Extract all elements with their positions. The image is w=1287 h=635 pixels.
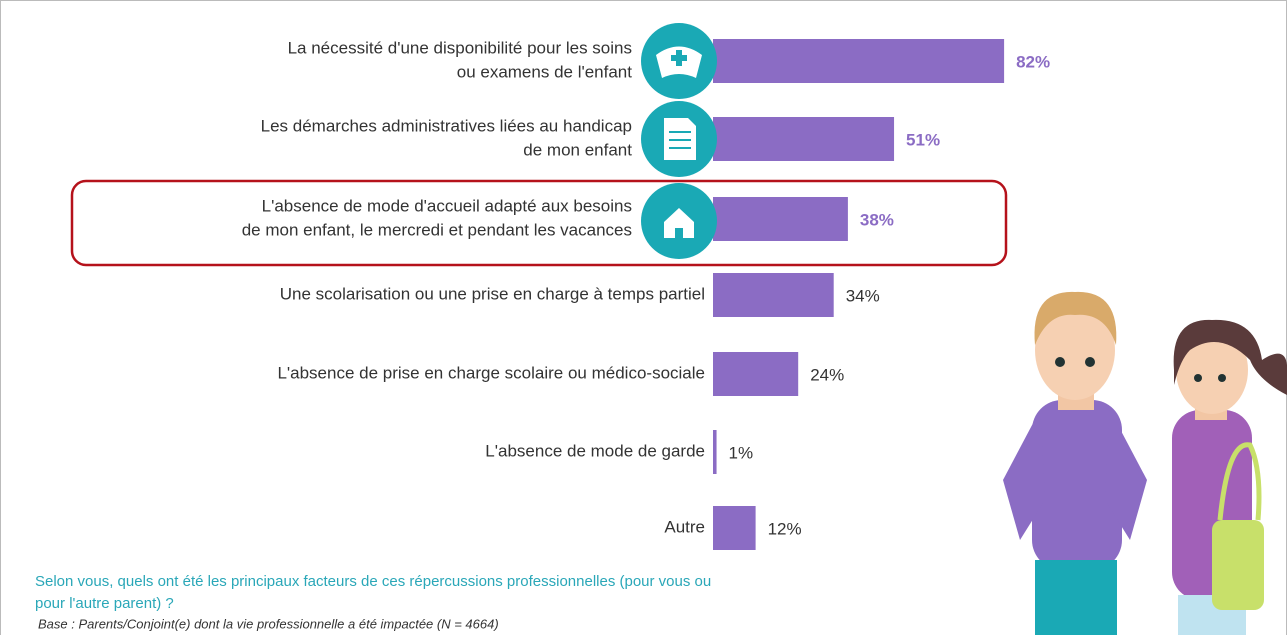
category-label: ou examens de l'enfant — [457, 62, 633, 81]
category-label: L'absence de prise en charge scolaire ou… — [277, 363, 705, 382]
bar — [713, 352, 798, 396]
bar — [713, 117, 894, 161]
icon-document — [641, 101, 717, 177]
question-line: Selon vous, quels ont été les principaux… — [35, 573, 711, 590]
category-label: L'absence de mode d'accueil adapté aux b… — [262, 196, 632, 215]
value-label: 51% — [906, 130, 940, 149]
category-label: L'absence de mode de garde — [485, 441, 705, 460]
category-label: de mon enfant, le mercredi et pendant le… — [242, 220, 632, 239]
category-label: Autre — [664, 517, 705, 536]
value-label: 12% — [768, 519, 802, 538]
value-label: 82% — [1016, 52, 1050, 71]
bar — [713, 430, 717, 474]
base-note: Base : Parents/Conjoint(e) dont la vie p… — [38, 616, 499, 631]
value-label: 24% — [810, 365, 844, 384]
category-label: La nécessité d'une disponibilité pour le… — [288, 38, 632, 57]
value-label: 1% — [729, 443, 754, 462]
bar — [713, 506, 756, 550]
icon-house — [641, 183, 717, 259]
question-line: pour l'autre parent) ? — [35, 595, 174, 612]
value-label: 38% — [860, 210, 894, 229]
bar — [713, 273, 834, 317]
bar — [713, 39, 1004, 83]
chart: Selon vous, quels ont été les principaux… — [0, 0, 1287, 635]
category-label: Les démarches administratives liées au h… — [261, 116, 632, 135]
icon-nurse-cap — [641, 23, 717, 99]
value-label: 34% — [846, 286, 880, 305]
illustration — [1003, 292, 1287, 635]
category-label: Une scolarisation ou une prise en charge… — [280, 284, 705, 303]
bar — [713, 197, 848, 241]
category-label: de mon enfant — [523, 140, 632, 159]
